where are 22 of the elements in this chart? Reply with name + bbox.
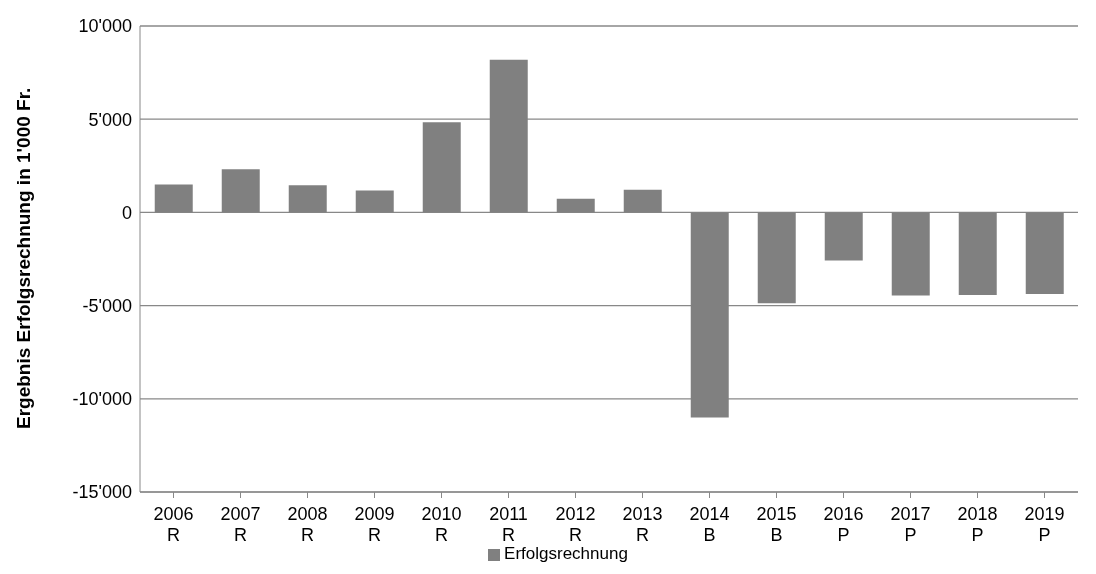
- x-tick-label: 2009 R: [354, 504, 395, 545]
- x-tick-label: 2012 R: [555, 504, 596, 545]
- y-tick-label: 10'000: [78, 16, 132, 37]
- y-axis-title: Ergebnis Erfolgsrechnung in 1'000 Fr.: [12, 87, 34, 429]
- x-tick-label: 2016 P: [823, 504, 864, 545]
- x-tick-label: 2011 R: [489, 504, 528, 545]
- legend-label: Erfolgsrechnung: [504, 544, 628, 563]
- x-tick-label: 2006 R: [153, 504, 194, 545]
- x-tick-label: 2008 R: [287, 504, 328, 545]
- y-tick-label: 0: [121, 202, 132, 223]
- y-tick-label: -15'000: [72, 482, 132, 503]
- y-tick-label: 5'000: [88, 109, 132, 130]
- y-tick-label: -10'000: [72, 389, 132, 410]
- x-tick-label: 2018 P: [957, 504, 998, 545]
- x-tick-label: 2013 R: [622, 504, 663, 545]
- y-tick-label: -5'000: [82, 295, 132, 316]
- x-tick-label: 2015 B: [756, 504, 797, 545]
- x-tick-label: 2019 P: [1024, 504, 1065, 545]
- x-tick-label: 2017 P: [890, 504, 931, 545]
- x-tick-label: 2014 B: [689, 504, 730, 545]
- x-tick-label: 2010 R: [421, 504, 462, 545]
- x-tick-label: 2007 R: [220, 504, 261, 545]
